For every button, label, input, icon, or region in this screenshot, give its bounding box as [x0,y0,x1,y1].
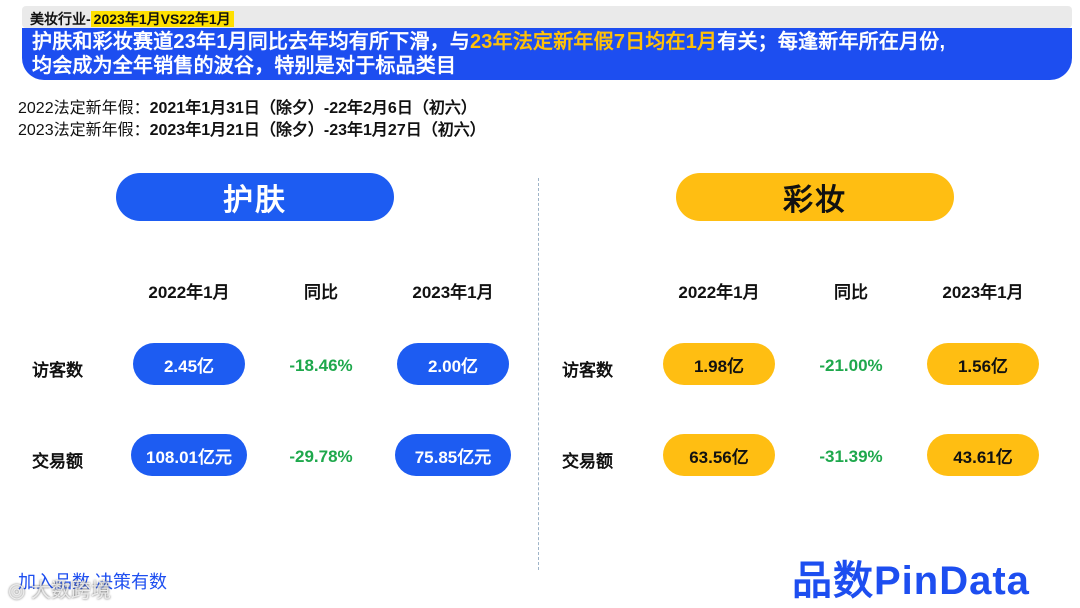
banner-line-2: 均会成为全年销售的波谷，特别是对于标品类目 [32,55,457,77]
watermark: ◎ 大数跨境 [8,580,112,602]
skincare-gmv-2022: 108.01亿元 [131,434,247,476]
skincare-visitors-2023: 2.00亿 [397,343,509,385]
makeup-visitors-2023: 1.56亿 [927,343,1039,385]
holiday-value: 2021年1月31日（除夕）-22年2月6日（初六） [149,100,477,117]
panel-divider [538,178,539,570]
summary-banner: 护肤和彩妆赛道23年1月同比去年均有所下滑，与23年法定新年假7日均在1月有关；… [22,28,1072,80]
makeup-gmv-2022: 63.56亿 [663,434,775,476]
skincare-visitors-yoy: -18.46% [289,356,353,375]
skincare-row-gmv-label: 交易额 [32,452,83,471]
skincare-visitors-2022: 2.45亿 [133,343,245,385]
skincare-col-yoy: 同比 [304,283,338,302]
pindata-logo: 品数PinData [792,559,1030,603]
banner-line-1: 护肤和彩妆赛道23年1月同比去年均有所下滑，与23年法定新年假7日均在1月有关；… [32,30,1062,54]
banner-text-part2: 有关；每逢新年所在月份, [717,31,946,53]
tag-prefix: 美妆行业- [30,11,91,27]
skincare-col-2023: 2023年1月 [412,283,494,302]
banner-highlight: 23年法定新年假7日均在1月 [469,31,718,53]
holiday-2022: 2022法定新年假：2021年1月31日（除夕）-22年2月6日（初六） [18,94,477,118]
skincare-col-2022: 2022年1月 [148,283,230,302]
makeup-col-2022: 2022年1月 [678,283,760,302]
tag-highlight: 2023年1月VS22年1月 [90,11,234,27]
makeup-row-visitors-label: 访客数 [562,361,613,380]
footer-slogan: 加入品数 决策有数 [18,572,168,592]
makeup-row-gmv-label: 交易额 [562,452,613,471]
skincare-row-visitors-label: 访客数 [32,361,83,380]
skincare-gmv-yoy: -29.78% [289,447,353,466]
banner-text-part1: 护肤和彩妆赛道23年1月同比去年均有所下滑，与 [32,31,470,53]
holiday-value: 2023年1月21日（除夕）-23年1月27日（初六） [149,122,486,139]
skincare-gmv-2023: 75.85亿元 [395,434,511,476]
makeup-col-2023: 2023年1月 [942,283,1024,302]
makeup-title: 彩妆 [676,173,954,221]
makeup-col-yoy: 同比 [834,283,868,302]
makeup-visitors-yoy: -21.00% [819,356,883,375]
holiday-2023: 2023法定新年假：2023年1月21日（除夕）-23年1月27日（初六） [18,116,486,140]
holiday-label: 2023法定新年假： [18,122,150,139]
title-strip [22,6,1072,28]
holiday-label: 2022法定新年假： [18,100,150,117]
makeup-gmv-2023: 43.61亿 [927,434,1039,476]
skincare-title: 护肤 [116,173,394,221]
makeup-visitors-2022: 1.98亿 [663,343,775,385]
makeup-gmv-yoy: -31.39% [819,447,883,466]
section-tag: 美妆行业- 2023年1月VS22年1月 [30,9,234,29]
